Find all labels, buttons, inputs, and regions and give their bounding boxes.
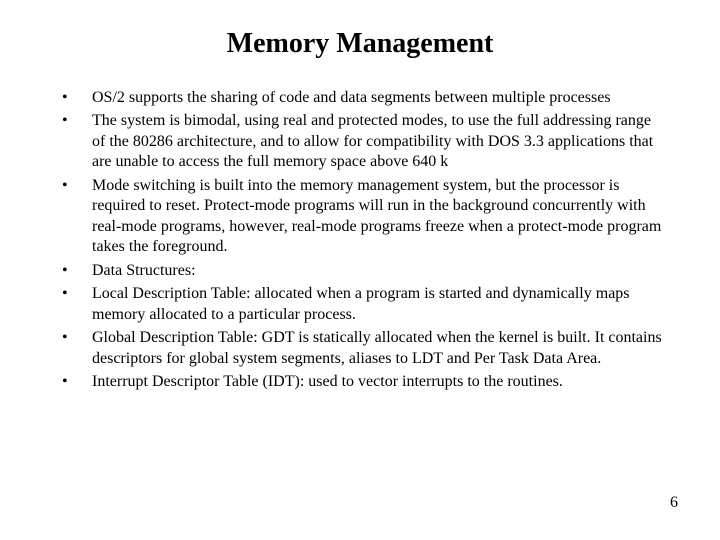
bullet-text: Mode switching is built into the memory …: [92, 177, 661, 255]
bullet-icon: •: [62, 88, 68, 108]
bullet-icon: •: [62, 328, 68, 348]
bullet-text: OS/2 supports the sharing of code and da…: [92, 89, 611, 106]
list-item: • Global Description Table: GDT is static…: [56, 328, 664, 369]
bullet-icon: •: [62, 261, 68, 281]
bullet-text: The system is bimodal, using real and pr…: [92, 112, 653, 170]
bullet-text: Interrupt Descriptor Table (IDT): used t…: [92, 373, 563, 390]
bullet-icon: •: [62, 284, 68, 304]
list-item: • Interrupt Descriptor Table (IDT): used …: [56, 372, 664, 392]
list-item: • Data Structures:: [56, 261, 664, 281]
bullet-text: Data Structures:: [92, 262, 196, 279]
slide: Memory Management • OS/2 supports the sha…: [0, 0, 720, 540]
page-number: 6: [670, 494, 678, 512]
bullet-list: • OS/2 supports the sharing of code and d…: [56, 88, 664, 393]
bullet-text: Global Description Table: GDT is statica…: [92, 329, 662, 366]
list-item: • OS/2 supports the sharing of code and d…: [56, 88, 664, 108]
slide-title: Memory Management: [56, 28, 664, 60]
bullet-text: Local Description Table: allocated when …: [92, 285, 630, 322]
list-item: • Mode switching is built into the memory…: [56, 176, 664, 258]
bullet-icon: •: [62, 176, 68, 196]
bullet-icon: •: [62, 111, 68, 131]
bullet-icon: •: [62, 372, 68, 392]
list-item: • The system is bimodal, using real and p…: [56, 111, 664, 172]
list-item: • Local Description Table: allocated when…: [56, 284, 664, 325]
